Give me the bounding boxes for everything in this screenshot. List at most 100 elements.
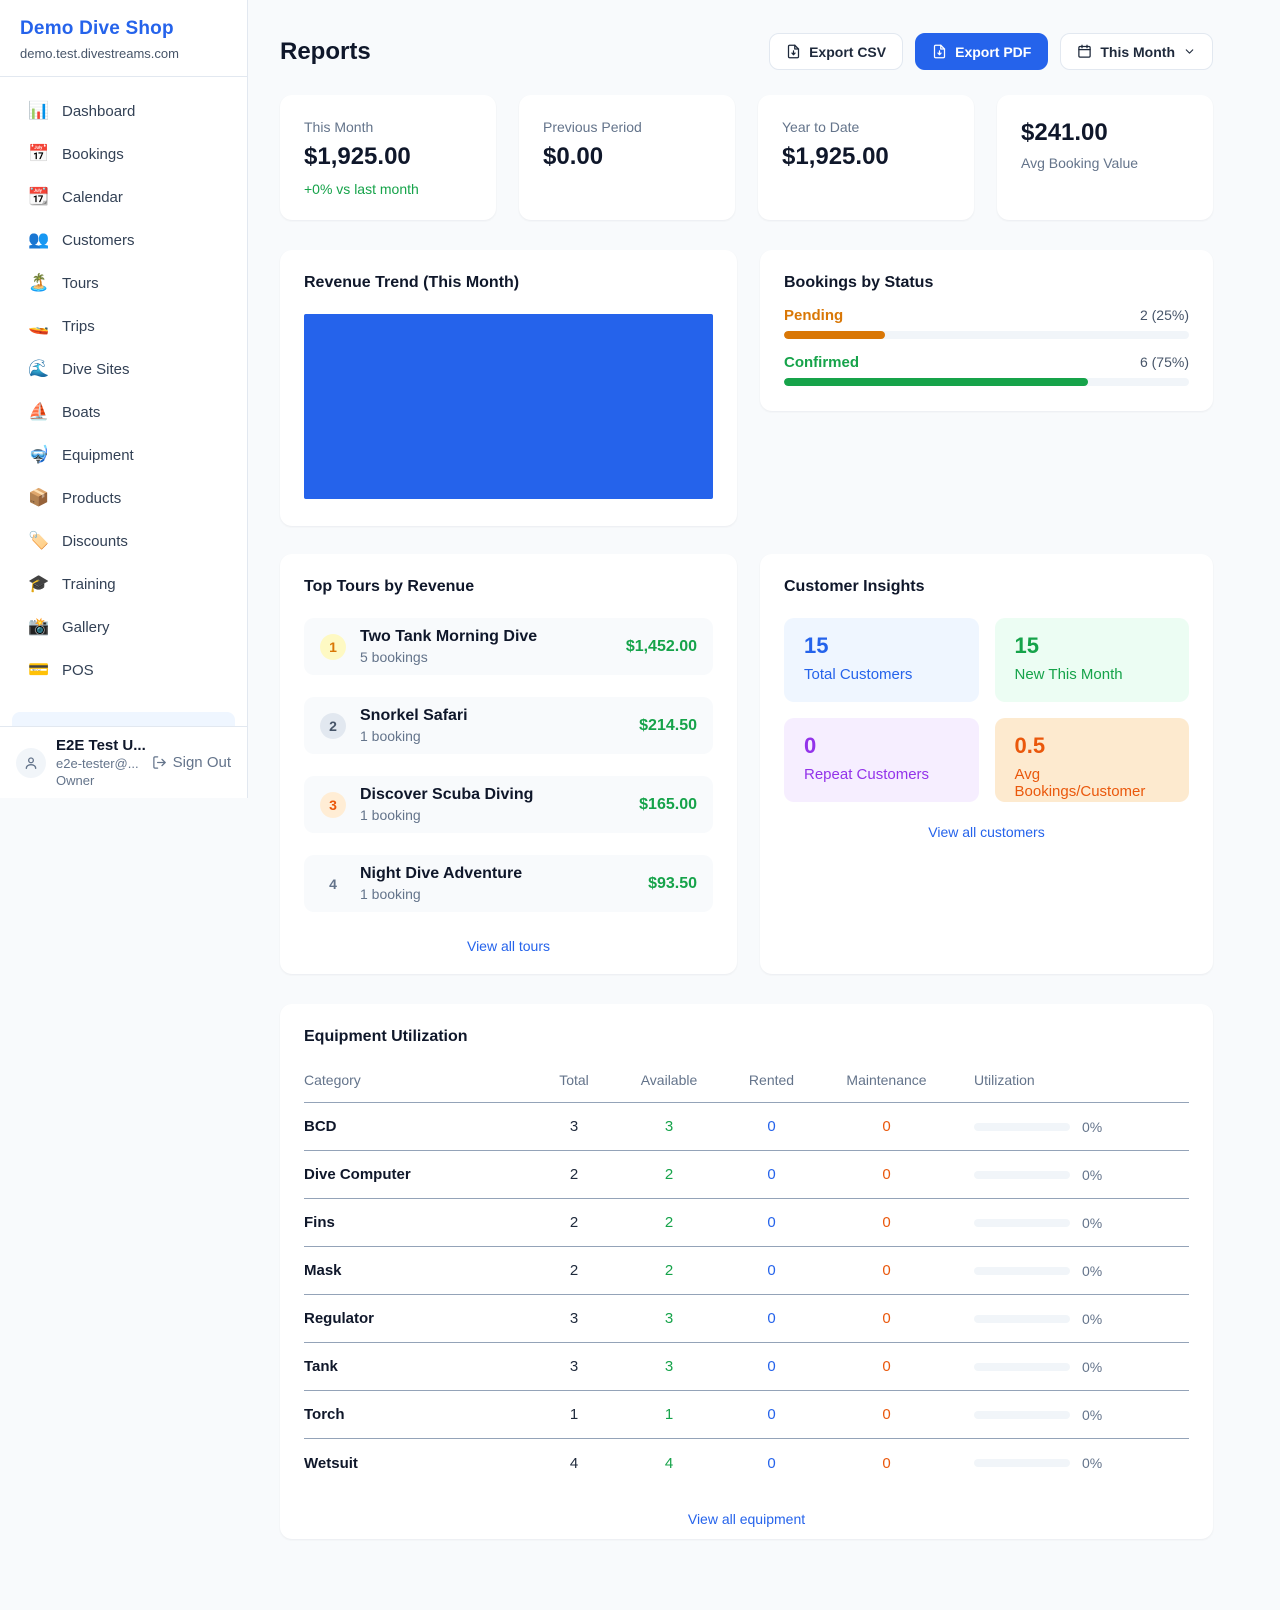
sidebar-nav-item[interactable]: 🚤 Trips xyxy=(12,306,235,346)
stat-card: This Month $1,925.00 +0% vs last month xyxy=(280,95,496,220)
insight-tile: 15 Total Customers xyxy=(784,618,979,702)
equipment-category: Wetsuit xyxy=(304,1454,358,1472)
equipment-utilization-cell: 0% xyxy=(954,1119,1189,1135)
revenue-trend-card: Revenue Trend (This Month) xyxy=(280,250,737,526)
equipment-row: Regulator 3 3 0 0 0% xyxy=(304,1295,1189,1343)
nav-item-icon: 🤿 xyxy=(28,445,50,464)
equipment-available: 2 xyxy=(664,1214,674,1231)
status-progress-fill xyxy=(784,331,886,339)
equipment-row: Mask 2 2 0 0 0% xyxy=(304,1247,1189,1295)
customer-insights-card: Customer Insights 15 Total Customers 15 … xyxy=(760,554,1213,974)
status-progress-track xyxy=(784,331,1189,339)
equipment-maintenance: 0 xyxy=(882,1454,891,1472)
equipment-category: Regulator xyxy=(304,1310,375,1327)
sidebar-nav-item[interactable]: 💳 POS xyxy=(12,650,235,690)
status-row: Confirmed 6 (75%) xyxy=(784,354,1189,386)
nav-item-label: Training xyxy=(62,575,116,593)
period-label: This Month xyxy=(1100,43,1175,60)
tour-info: Night Dive Adventure 1 booking xyxy=(360,865,634,902)
nav-item-label: Dashboard xyxy=(62,102,136,120)
sidebar-nav-item[interactable]: 🤿 Equipment xyxy=(12,435,235,475)
equipment-row: BCD 3 3 0 0 0% xyxy=(304,1103,1189,1151)
tour-rank-badge: 2 xyxy=(320,712,346,739)
sidebar-item-reports-partial[interactable] xyxy=(12,712,235,726)
stat-card: Year to Date $1,925.00 xyxy=(758,95,974,220)
view-all-tours-link[interactable]: View all tours xyxy=(304,938,713,954)
nav-item-label: Tours xyxy=(62,274,99,292)
main-content: Reports Export CSV Export PDF This Month xyxy=(280,33,1213,1539)
tour-bookings: 5 bookings xyxy=(360,649,428,665)
equipment-maintenance: 0 xyxy=(882,1310,891,1327)
view-all-customers-link[interactable]: View all customers xyxy=(784,824,1189,840)
equipment-rented: 0 xyxy=(767,1454,776,1472)
insight-tile: 0 Repeat Customers xyxy=(784,718,979,802)
utilization-percent: 0% xyxy=(1082,1214,1103,1231)
status-label: Pending xyxy=(784,307,844,324)
tour-revenue: $214.50 xyxy=(639,716,697,734)
stat-value: $1,925.00 xyxy=(304,143,411,170)
sidebar-nav-item[interactable]: 📸 Gallery xyxy=(12,607,235,647)
export-csv-button[interactable]: Export CSV xyxy=(769,33,904,70)
user-name: E2E Test U... xyxy=(56,737,146,754)
insight-label: New This Month xyxy=(1014,666,1123,683)
shop-name: Demo Dive Shop xyxy=(20,18,174,39)
sign-out-button[interactable]: Sign Out xyxy=(152,754,231,771)
utilization-percent: 0% xyxy=(1082,1455,1103,1471)
export-pdf-button[interactable]: Export PDF xyxy=(915,33,1049,70)
user-email: e2e-tester@... xyxy=(56,756,139,771)
nav-item-label: Trips xyxy=(62,317,95,335)
equipment-total: 4 xyxy=(569,1454,579,1472)
equipment-row: Wetsuit 4 4 0 0 0% xyxy=(304,1439,1189,1487)
nav-item-icon: 👥 xyxy=(28,230,50,249)
sidebar-nav-item[interactable]: 📦 Products xyxy=(12,478,235,518)
nav-item-icon: 🎓 xyxy=(28,574,50,593)
page-header: Reports Export CSV Export PDF This Month xyxy=(280,33,1213,70)
sidebar-nav-item[interactable]: 📊 Dashboard xyxy=(12,91,235,131)
period-select[interactable]: This Month xyxy=(1060,33,1213,70)
tour-rank-badge: 3 xyxy=(320,791,346,818)
person-icon xyxy=(25,756,37,769)
nav-item-label: Dive Sites xyxy=(62,360,130,378)
view-all-equipment-link[interactable]: View all equipment xyxy=(304,1511,1189,1527)
nav-item-label: Bookings xyxy=(62,145,124,163)
sidebar-nav-item[interactable]: 🏝️ Tours xyxy=(12,263,235,303)
sidebar-nav-item[interactable]: 📆 Calendar xyxy=(12,177,235,217)
nav-item-label: Products xyxy=(62,489,122,507)
utilization-percent: 0% xyxy=(1082,1262,1103,1279)
equipment-row: Dive Computer 2 2 0 0 0% xyxy=(304,1151,1189,1199)
user-info: E2E Test U... e2e-tester@... Owner xyxy=(56,737,146,788)
equipment-total: 3 xyxy=(569,1358,579,1375)
tour-info: Snorkel Safari 1 booking xyxy=(360,707,625,744)
sidebar-nav-item[interactable]: 🏷️ Discounts xyxy=(12,521,235,561)
revenue-trend-title: Revenue Trend (This Month) xyxy=(304,274,520,291)
file-download-icon xyxy=(933,44,946,59)
insight-label: Avg Bookings/Customer xyxy=(1014,766,1146,800)
equipment-title: Equipment Utilization xyxy=(304,1028,468,1045)
tour-bookings: 1 booking xyxy=(360,886,421,902)
equipment-category: BCD xyxy=(304,1118,337,1135)
status-rows: Pending 2 (25%) Confirmed 6 (75%) xyxy=(784,307,1189,386)
tour-rank-badge: 1 xyxy=(320,633,346,660)
sidebar-nav-item[interactable]: 📅 Bookings xyxy=(12,134,235,174)
sidebar-nav-item[interactable]: ⛵ Boats xyxy=(12,392,235,432)
sidebar-nav-item[interactable]: 🌊 Dive Sites xyxy=(12,349,235,389)
insight-label: Total Customers xyxy=(804,666,913,683)
utilization-percent: 0% xyxy=(1082,1406,1103,1423)
equipment-utilization-card: Equipment Utilization Category Total Ava… xyxy=(280,1004,1213,1539)
equipment-utilization-cell: 0% xyxy=(954,1311,1189,1327)
col-header-rented: Rented xyxy=(748,1072,795,1088)
sidebar-nav-item[interactable]: 🎓 Training xyxy=(12,564,235,604)
tour-revenue: $165.00 xyxy=(639,795,697,813)
equipment-category: Torch xyxy=(304,1406,345,1423)
nav-item-icon: 📦 xyxy=(28,488,50,507)
avatar xyxy=(16,747,46,778)
calendar-icon xyxy=(1078,44,1092,58)
status-progress-fill xyxy=(784,378,1088,386)
col-header-total: Total xyxy=(559,1072,589,1088)
status-count: 2 (25%) xyxy=(1139,307,1189,323)
col-header-maintenance: Maintenance xyxy=(846,1072,927,1088)
sidebar: Demo Dive Shop demo.test.divestreams.com… xyxy=(0,0,248,798)
sidebar-nav-item[interactable]: 👥 Customers xyxy=(12,220,235,260)
utilization-bar-track xyxy=(974,1122,1070,1131)
utilization-bar-track xyxy=(974,1362,1070,1371)
